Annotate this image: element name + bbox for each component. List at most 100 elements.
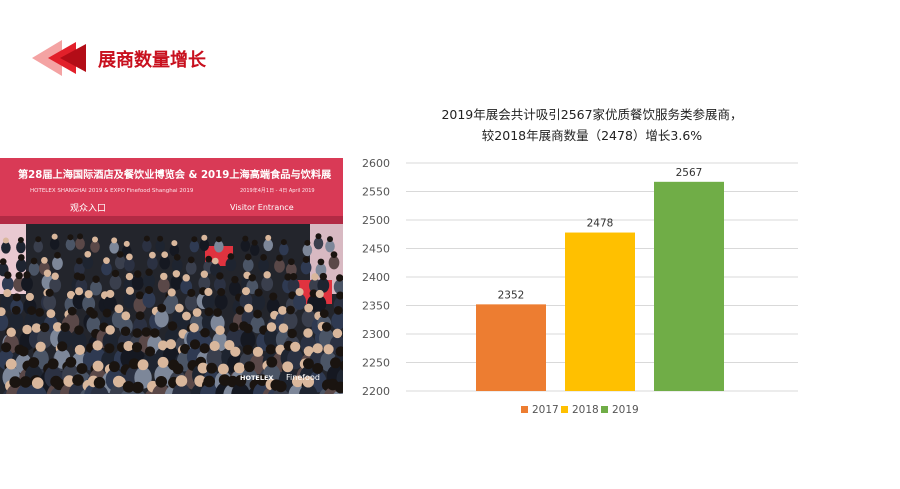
banner-dates: 2019年4月1日 - 4日 April 2019 — [240, 187, 315, 194]
crowd-person-head — [74, 325, 84, 335]
crowd-person-body — [1, 276, 14, 292]
y-tick-label: 2250 — [362, 357, 390, 370]
crowd-person-head — [125, 286, 134, 295]
crowd-person-head — [47, 358, 59, 370]
expo-crowd-image: 第28届上海国际酒店及餐饮业博览会 & 2019上海高端食品与饮料展 HOTEL… — [0, 158, 343, 394]
legend-swatch-2019 — [601, 406, 608, 413]
crowd-person-head — [172, 270, 181, 278]
crowd-person-head — [334, 381, 343, 394]
crowd-person-body — [309, 278, 321, 294]
crowd-person-body — [300, 260, 312, 275]
crowd-person-head — [231, 275, 239, 284]
crowd-person-head — [289, 272, 298, 281]
crowd-person-head — [51, 233, 58, 240]
crowd-person-body — [258, 258, 269, 273]
crowd-person-body — [189, 240, 200, 253]
crowd-person-head — [242, 344, 253, 355]
crowd-person-body — [28, 385, 47, 394]
crowd-person-head — [187, 256, 195, 264]
entrance-label-en: Visitor Entrance — [230, 203, 294, 212]
chart-caption-line1: 2019年展会共计吸引2567家优质餐饮服务类参展商， — [441, 107, 743, 122]
crowd-person-head — [304, 303, 314, 313]
legend-label-2018: 2018 — [572, 404, 599, 416]
crowd-person-body — [240, 239, 251, 252]
crowd-person-head — [0, 307, 6, 317]
crowd-person-body — [198, 275, 211, 291]
crowd-person-body — [331, 312, 343, 330]
crowd-person-head — [106, 289, 115, 298]
crowd-person-head — [265, 344, 276, 355]
crowd-person-head — [339, 360, 343, 371]
crowd-person-head — [321, 322, 332, 332]
crowd-person-head — [303, 328, 313, 338]
crowd-person-head — [75, 287, 84, 296]
crowd-person-head — [6, 327, 16, 338]
crowd-person-head — [215, 325, 225, 336]
crowd-person-head — [282, 361, 294, 373]
crowd-person-head — [137, 359, 149, 371]
crowd-person-head — [114, 304, 124, 314]
crowd-person-head — [173, 253, 181, 261]
page-title: 展商数量增长 — [98, 50, 206, 71]
crowd-person-body — [263, 328, 280, 348]
crowd-person-body — [252, 294, 266, 311]
crowd-person-head — [74, 344, 85, 355]
crowd-person-head — [276, 254, 283, 262]
crowd-person-body — [74, 262, 85, 276]
crowd-person-head — [63, 375, 75, 387]
crowd-person-body — [16, 241, 26, 254]
crowd-person-head — [93, 376, 106, 389]
crowd-person-head — [132, 381, 144, 394]
crowd-person-head — [215, 236, 222, 243]
crowd-person-head — [132, 328, 142, 338]
crowd-person-head — [254, 288, 263, 297]
crowd-person-head — [330, 357, 341, 369]
crowd-person-head — [302, 375, 315, 388]
bar-2019 — [654, 181, 724, 391]
expo-crowd-photo: 第28届上海国际酒店及餐饮业博览会 & 2019上海高端食品与饮料展 HOTEL… — [0, 158, 343, 394]
crowd-person-head — [206, 362, 218, 374]
crowd-person-head — [179, 343, 191, 355]
crowd-person-head — [172, 363, 184, 375]
crowd-person-head — [92, 275, 100, 283]
crowd-person-body — [154, 309, 169, 328]
crowd-person-head — [241, 287, 251, 296]
crowd-person-head — [121, 311, 131, 321]
hotelex-logo: HOTELEX — [240, 374, 273, 382]
crowd-person-head — [135, 291, 144, 300]
crowd-person-head — [290, 341, 301, 352]
crowd-person-head — [76, 257, 83, 265]
crowd-person-head — [319, 309, 329, 319]
crowd-person-body — [124, 258, 135, 272]
crowd-person-body — [21, 276, 33, 292]
crowd-person-head — [204, 287, 213, 297]
crowd-person-body — [172, 383, 191, 394]
crowd-person-body — [65, 238, 76, 251]
crowd-person-head — [263, 271, 271, 279]
crowd-person-head — [27, 306, 36, 315]
crowd-person-head — [67, 234, 74, 241]
crowd-person-head — [319, 272, 327, 281]
crowd-person-head — [125, 272, 134, 281]
crowd-person-body — [1, 241, 11, 254]
crowd-person-head — [123, 340, 134, 352]
crowd-person-body — [15, 258, 27, 273]
crowd-person-head — [9, 376, 21, 388]
crowd-person-body — [90, 280, 102, 296]
crowd-person-head — [187, 288, 196, 298]
y-tick-label: 2550 — [362, 186, 390, 199]
crowd-person-head — [135, 311, 145, 320]
crowd-people — [0, 233, 343, 394]
crowd-person-head — [31, 377, 44, 389]
crowd-person-body — [228, 281, 241, 296]
crowd-person-head — [216, 272, 224, 280]
crowd-person-head — [143, 235, 150, 242]
data-label-2018: 2478 — [587, 218, 614, 230]
crowd-person-body — [155, 240, 165, 253]
entrance-label: 观众入口 — [70, 203, 106, 214]
crowd-person-head — [15, 271, 23, 280]
crowd-person-head — [144, 285, 154, 295]
crowd-person-head — [28, 357, 40, 368]
crowd-person-head — [19, 376, 32, 388]
crowd-person-body — [90, 385, 109, 394]
